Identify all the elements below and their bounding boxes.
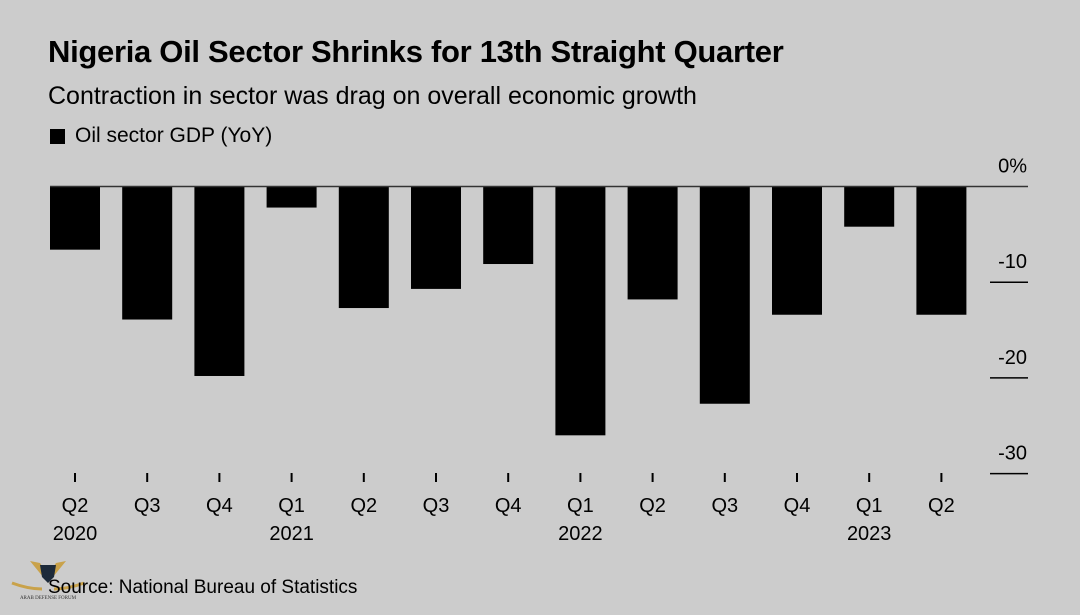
y-tick-label: 0% (998, 156, 1027, 178)
x-tick-label: Q4 (784, 495, 811, 517)
y-tick-label: -10 (998, 251, 1027, 273)
y-tick-label: -20 (998, 347, 1027, 369)
chart-subtitle: Contraction in sector was drag on overal… (48, 82, 697, 110)
bar (916, 186, 967, 315)
x-tick-label: Q2 (350, 495, 377, 517)
bar (483, 186, 534, 265)
x-tick-label: Q3 (134, 495, 161, 517)
x-year-label: 2023 (847, 523, 892, 545)
bar (772, 186, 822, 315)
bar (555, 186, 606, 436)
watermark-logo: ARAB DEFENSE FORUM (11, 561, 85, 601)
bar (627, 186, 678, 300)
bar (50, 186, 100, 250)
x-tick-label: Q1 (567, 495, 594, 517)
svg-text:ARAB DEFENSE FORUM: ARAB DEFENSE FORUM (20, 596, 77, 601)
x-tick-label: Q2 (639, 495, 666, 517)
chart-title: Nigeria Oil Sector Shrinks for 13th Stra… (48, 34, 784, 69)
bar (266, 186, 317, 208)
x-tick-label: Q3 (711, 495, 738, 517)
bar (338, 186, 389, 309)
bar (122, 186, 173, 320)
y-tick-label: -30 (998, 443, 1027, 465)
bar (699, 186, 750, 404)
legend: Oil sector GDP (YoY) (50, 124, 272, 148)
x-tick-label: Q4 (206, 495, 233, 517)
x-tick-label: Q1 (278, 495, 305, 517)
bar (194, 186, 245, 376)
x-tick-label: Q2 (928, 495, 955, 517)
x-tick-label: Q3 (423, 495, 450, 517)
x-tick-label: Q1 (856, 495, 883, 517)
x-tick-label: Q2 (62, 495, 89, 517)
bar (844, 186, 895, 227)
bar (411, 186, 461, 289)
x-tick-label: Q4 (495, 495, 522, 517)
legend-swatch (50, 128, 65, 144)
x-year-label: 2021 (269, 523, 314, 545)
x-year-label: 2022 (558, 523, 603, 545)
legend-label: Oil sector GDP (YoY) (75, 124, 273, 147)
source-note: Source: National Bureau of Statistics (48, 577, 358, 598)
x-year-label: 2020 (53, 523, 98, 545)
